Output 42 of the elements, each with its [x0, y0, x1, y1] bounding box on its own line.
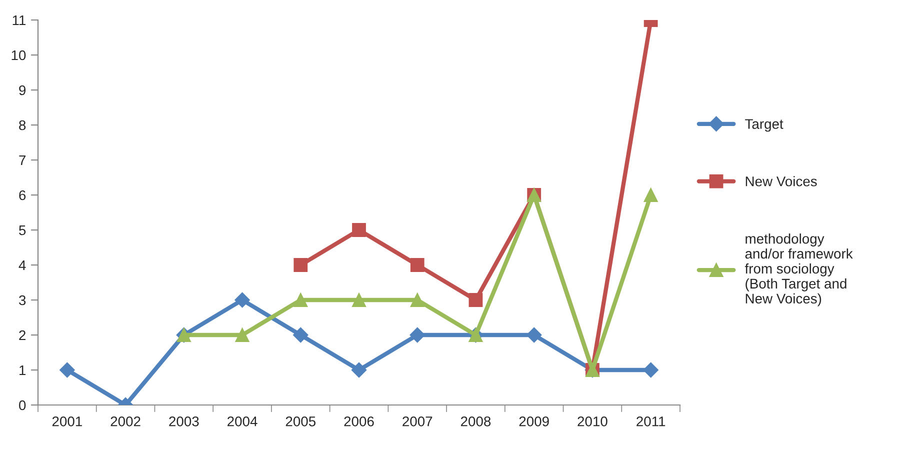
y-tick-label: 6	[19, 190, 26, 200]
x-tick-label: 2005	[286, 416, 316, 426]
legend-label: Target	[745, 119, 784, 132]
x-tick-label: 2003	[169, 416, 199, 426]
x-tick-label: 2002	[110, 416, 140, 426]
y-tick-label: 4	[18, 260, 26, 270]
point	[293, 327, 308, 343]
point	[351, 362, 367, 378]
y-tick-label: 0	[19, 400, 26, 410]
legend-label: methodology and/or framework from sociology (Both Target and New Voices)	[744, 234, 853, 306]
y-tick-label: 3	[19, 295, 26, 306]
point	[352, 293, 366, 307]
point	[235, 328, 250, 342]
y-tick-label: 2	[19, 330, 26, 340]
x-tick-label: 2004	[228, 416, 258, 426]
point	[410, 258, 424, 272]
point	[526, 327, 542, 343]
point	[644, 188, 658, 202]
x-tick-label: 2011	[636, 416, 666, 426]
y-tick-label: 10	[12, 50, 26, 60]
point	[643, 362, 658, 378]
y-tick-label: 8	[19, 120, 26, 130]
point	[234, 292, 250, 308]
y-tick-label: 7	[19, 155, 26, 166]
point	[410, 327, 425, 343]
point	[294, 258, 308, 272]
x-tick-label: 2007	[402, 416, 432, 426]
y-tick-label: 9	[19, 85, 26, 96]
point	[294, 293, 308, 307]
x-tick-label: 2009	[519, 416, 549, 426]
point	[468, 293, 483, 307]
point	[410, 293, 424, 307]
y-tick-label: 1	[20, 365, 26, 376]
x-tick-label: 2008	[460, 416, 491, 426]
legend-label: New Voices	[746, 176, 817, 186]
point	[60, 362, 75, 378]
x-tick-label: 2010	[578, 416, 608, 426]
y-tick-label: 11	[12, 15, 26, 26]
point	[352, 223, 366, 237]
x-tick-label: 2006	[344, 416, 374, 426]
y-tick-label: 5	[19, 225, 26, 236]
x-tick-label: 2001	[52, 416, 82, 426]
